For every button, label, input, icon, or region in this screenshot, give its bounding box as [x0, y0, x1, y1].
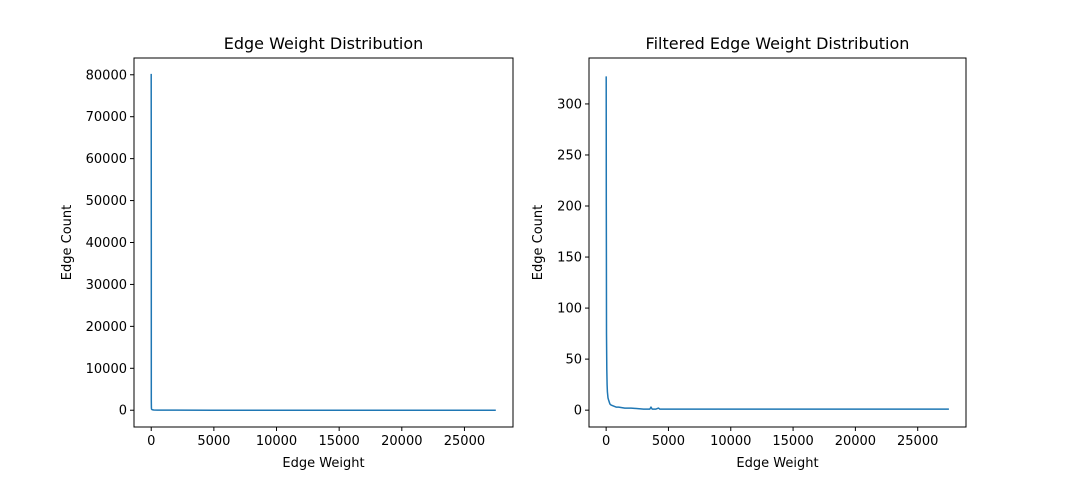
x-tick-label: 5000	[652, 434, 685, 449]
x-axis-label: Edge Weight	[282, 456, 364, 471]
y-axis-label: Edge Count	[60, 205, 75, 280]
y-tick-label: 20000	[86, 320, 127, 335]
chart-panel-left: 0 5000 10000 15000 20000 25000 0 10000 20000 3000…	[60, 34, 514, 471]
plot-frame	[133, 57, 514, 428]
y-tick-label: 50	[565, 353, 582, 368]
series-line	[150, 73, 496, 411]
y-tick-label: 300	[557, 97, 582, 112]
y-tick-label: 10000	[86, 362, 127, 377]
x-tick-label: 0	[147, 434, 155, 449]
x-tick-label: 0	[602, 434, 610, 449]
y-tick-label: 250	[557, 148, 582, 163]
y-tick-label: 100	[557, 302, 582, 317]
plot-frame	[588, 57, 967, 428]
y-axis-label: Edge Count	[531, 205, 546, 280]
x-tick-label: 10000	[256, 434, 297, 449]
y-tick-label: 200	[557, 200, 582, 215]
y-tick-label: 40000	[86, 236, 127, 251]
x-tick-label: 15000	[318, 434, 359, 449]
y-tick-label: 50000	[86, 194, 127, 209]
chart-title: Filtered Edge Weight Distribution	[646, 34, 910, 53]
series-line	[605, 76, 949, 410]
x-tick-label: 5000	[197, 434, 230, 449]
x-axis-label: Edge Weight	[736, 456, 818, 471]
x-tick-label: 25000	[444, 434, 485, 449]
y-tick-label: 0	[119, 404, 127, 419]
x-tick-label: 10000	[710, 434, 751, 449]
x-tick-label: 25000	[897, 434, 938, 449]
y-tick-label: 70000	[86, 110, 127, 125]
x-tick-label: 20000	[835, 434, 876, 449]
y-tick-label: 80000	[86, 68, 127, 83]
y-tick-label: 150	[557, 251, 582, 266]
y-tick-label: 0	[574, 404, 582, 419]
chart-panel-right: 0 5000 10000 15000 20000 25000 0 50 100 150 200 250…	[531, 34, 967, 471]
x-tick-label: 20000	[381, 434, 422, 449]
x-tick-label: 15000	[772, 434, 813, 449]
chart-title: Edge Weight Distribution	[224, 34, 424, 53]
y-tick-label: 60000	[86, 152, 127, 167]
y-tick-label: 30000	[86, 278, 127, 293]
